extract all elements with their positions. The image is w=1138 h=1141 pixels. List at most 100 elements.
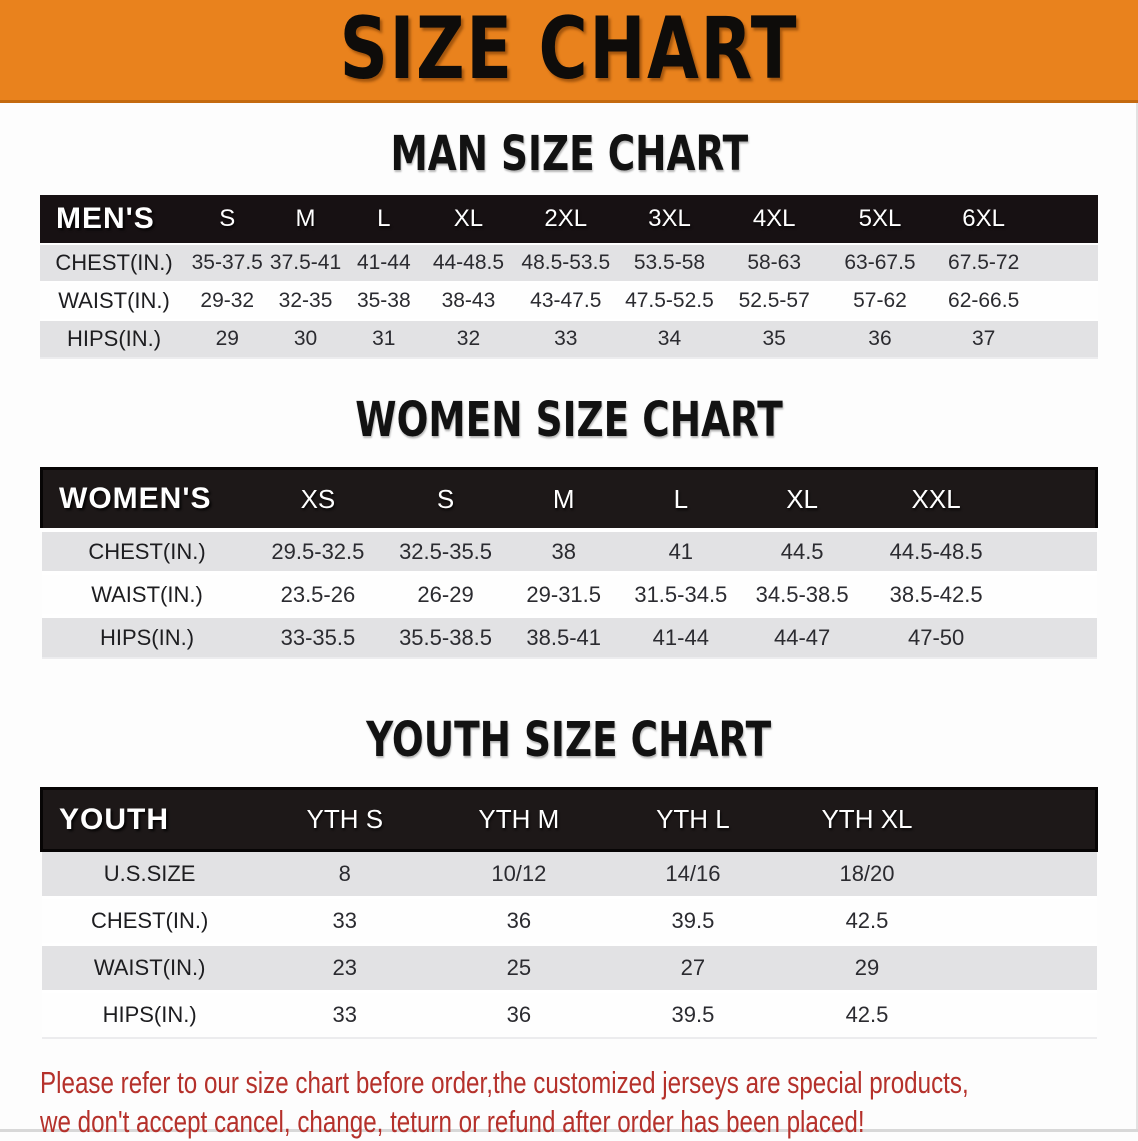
row-label: CHEST(IN.) [41,528,253,573]
table-header-label: YOUTH [39,787,258,852]
table-header-label: MEN'S [40,195,189,244]
table-row: HIPS(IN.) 29 30 31 32 33 34 35 36 37 [40,319,1098,358]
table-row: WAIST(IN.) 29-32 32-35 35-38 38-43 43-47.5 47.… [40,281,1098,320]
size-column-header: L [619,467,742,532]
size-value-cell: 58-63 [721,243,828,282]
men-size-table: MEN'S S M L XL 2XL 3XL 4XL 5XL 6XL CHEST(IN.) 35-3… [40,195,1098,359]
order-policy-note-line2: we don't accept cancel, change, teturn o… [40,1104,865,1139]
size-value-cell: 44-48.5 [422,243,514,282]
table-row: CHEST(IN.) 29.5-32.5 32.5-35.5 38 41 44.5 44.5… [41,528,1097,573]
women-size-table: WOMEN'S XS S M L XL XXL CHEST(IN.) 29.5-32.5 32.… [40,467,1098,659]
row-label: CHEST(IN.) [40,243,189,282]
size-value-cell: 32 [422,319,514,358]
size-value-cell: 37 [932,319,1035,358]
size-column-header: XXL [862,467,1010,532]
women-table-header-row: WOMEN'S XS S M L XL XXL [40,467,1098,532]
size-value-cell: 35.5-38.5 [383,614,508,658]
size-value-cell: 38 [507,528,620,573]
size-value-cell: 41 [619,528,742,573]
size-value-cell: 14/16 [605,849,780,898]
women-section-heading: WOMEN SIZE CHART [0,395,1138,445]
size-value-cell: 35-38 [344,281,423,320]
size-value-cell: 33 [513,319,618,358]
size-column-header: YTH S [257,787,432,852]
size-column-header: 2XL [513,195,618,244]
size-value-cell: 10/12 [431,849,606,898]
spacer-cell [1034,195,1098,244]
table-row: HIPS(IN.) 33-35.5 35.5-38.5 38.5-41 41-44 44-… [41,614,1097,658]
size-value-cell: 23.5-26 [252,571,384,616]
size-value-cell: 38.5-42.5 [862,571,1010,616]
size-value-cell: 37.5-41 [266,243,345,282]
size-value-cell: 47-50 [862,614,1010,658]
size-column-header: M [507,467,620,532]
row-label: WAIST(IN.) [40,281,189,320]
row-label: HIPS(IN.) [40,319,189,358]
size-value-cell: 62-66.5 [932,281,1035,320]
size-column-header: S [383,467,508,532]
size-column-header: L [344,195,423,244]
size-value-cell: 44.5 [742,528,863,573]
size-value-cell: 27 [605,943,780,992]
size-value-cell: 29-31.5 [507,571,620,616]
size-value-cell: 33 [257,990,432,1038]
size-column-header: XS [252,467,384,532]
size-value-cell: 34 [617,319,722,358]
size-value-cell: 38.5-41 [507,614,620,658]
spacer-cell [1009,528,1097,573]
size-value-cell: 44-47 [742,614,863,658]
spacer-cell [1009,467,1098,532]
size-value-cell: 67.5-72 [932,243,1035,282]
spacer-cell [954,943,1097,992]
table-header-label: WOMEN'S [40,467,253,532]
size-column-header: XL [422,195,514,244]
row-label: HIPS(IN.) [41,990,258,1038]
size-value-cell: 63-67.5 [827,243,933,282]
row-label: HIPS(IN.) [41,614,253,658]
size-value-cell: 36 [431,990,606,1038]
spacer-cell [1009,614,1097,658]
spacer-cell [1034,319,1098,358]
size-value-cell: 30 [266,319,345,358]
youth-table-header-row: YOUTH YTH S YTH M YTH L YTH XL [39,787,1099,852]
men-table-header-row: MEN'S S M L XL 2XL 3XL 4XL 5XL 6XL [40,195,1098,244]
youth-section-heading-text: YOUTH SIZE CHART [366,712,772,768]
size-value-cell: 33 [257,896,432,945]
size-value-cell: 52.5-57 [721,281,828,320]
size-value-cell: 8 [257,849,432,898]
row-label: CHEST(IN.) [41,896,258,945]
spacer-cell [954,787,1099,852]
size-value-cell: 41-44 [619,614,742,658]
size-value-cell: 39.5 [605,990,780,1038]
table-row: U.S.SIZE 8 10/12 14/16 18/20 [41,849,1097,898]
size-value-cell: 26-29 [383,571,508,616]
size-column-header: YTH M [431,787,606,852]
size-value-cell: 41-44 [344,243,423,282]
size-value-cell: 33-35.5 [252,614,384,658]
size-value-cell: 44.5-48.5 [862,528,1010,573]
size-value-cell: 32.5-35.5 [383,528,508,573]
size-value-cell: 31.5-34.5 [619,571,742,616]
size-value-cell: 36 [827,319,933,358]
size-value-cell: 29-32 [188,281,267,320]
spacer-cell [1034,281,1098,320]
size-value-cell: 42.5 [779,990,955,1038]
size-value-cell: 38-43 [422,281,514,320]
table-row: HIPS(IN.) 33 36 39.5 42.5 [41,990,1097,1038]
spacer-cell [1034,243,1098,282]
size-column-header: 4XL [721,195,828,244]
table-row: CHEST(IN.) 35-37.5 37.5-41 41-44 44-48.5 48.5… [40,243,1098,282]
size-value-cell: 35-37.5 [188,243,267,282]
size-value-cell: 36 [431,896,606,945]
size-column-header: 6XL [932,195,1035,244]
men-section-heading: MAN SIZE CHART [0,129,1138,179]
banner-title: SIZE CHART [339,0,799,99]
size-value-cell: 47.5-52.5 [617,281,722,320]
size-value-cell: 53.5-58 [617,243,722,282]
size-value-cell: 18/20 [779,849,955,898]
order-policy-note-line1: Please refer to our size chart before or… [40,1065,969,1100]
women-section-heading-text: WOMEN SIZE CHART [355,392,783,448]
size-column-header: S [188,195,267,244]
size-value-cell: 23 [257,943,432,992]
row-label: WAIST(IN.) [41,571,253,616]
